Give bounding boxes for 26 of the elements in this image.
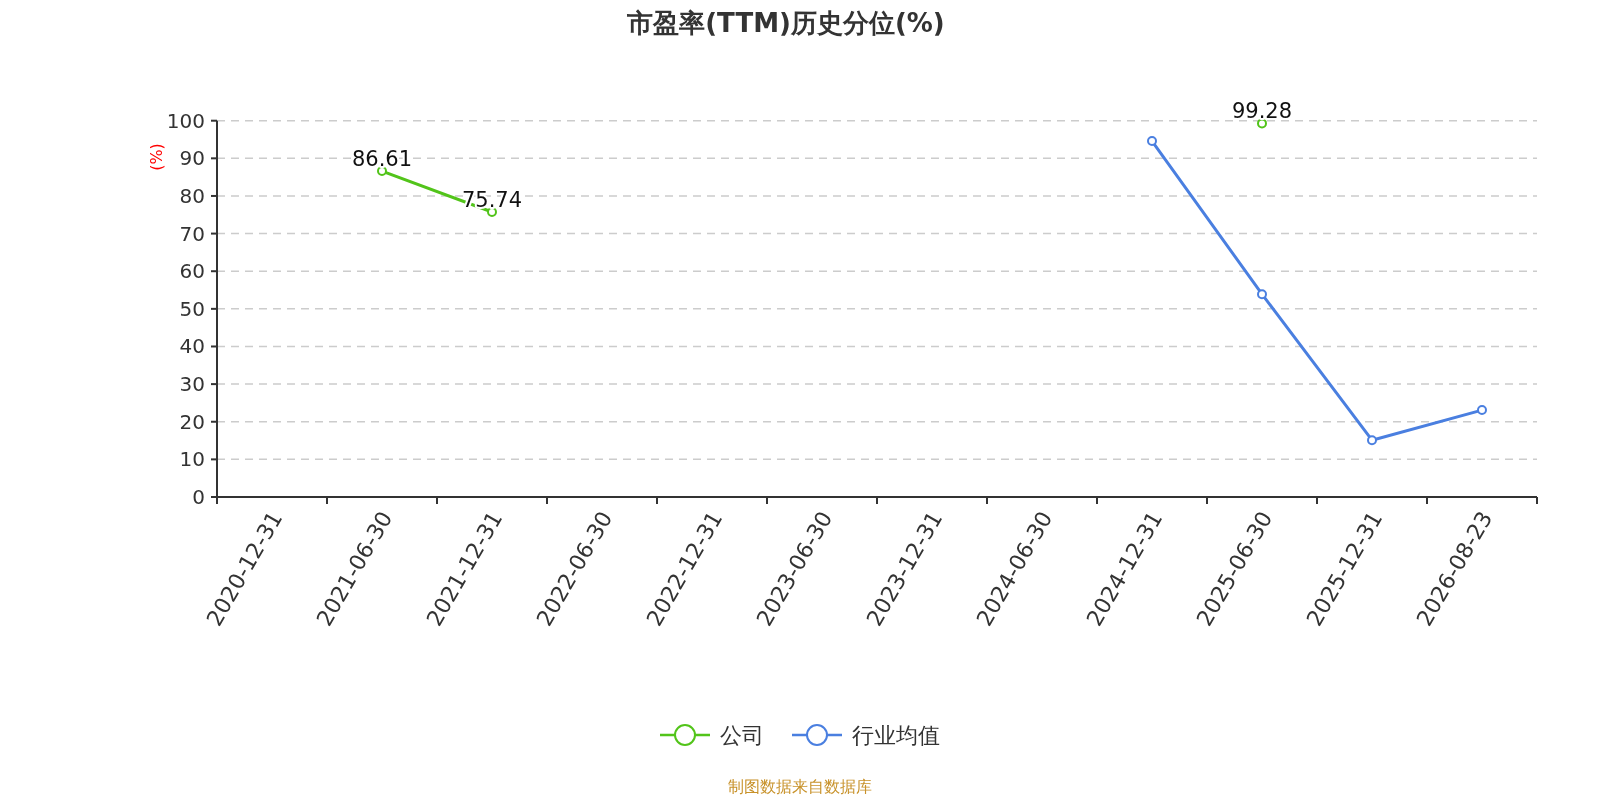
legend-label: 公司 xyxy=(720,722,764,748)
y-axis-title: (%) xyxy=(146,143,166,171)
data-label: 99.28 xyxy=(1231,99,1293,124)
y-tick-label: 90 xyxy=(179,146,205,171)
point xyxy=(377,166,387,177)
y-tick-label: 0 xyxy=(192,485,205,509)
y-tick-label: 10 xyxy=(179,447,205,472)
y-tick-label: 50 xyxy=(179,296,205,321)
data-label: 86.61 xyxy=(351,147,413,172)
point xyxy=(1147,136,1157,147)
title: 市盈率(TTM)历史分位(%) xyxy=(627,8,945,38)
point xyxy=(1477,405,1487,416)
y-tick-label: 20 xyxy=(179,409,205,434)
legend-label: 行业均值 xyxy=(852,722,940,748)
y-tick-label: 40 xyxy=(179,334,205,359)
y-tick-label: 70 xyxy=(179,221,205,246)
y-tick-label: 60 xyxy=(179,259,205,284)
y-tick-label: 100 xyxy=(166,108,205,133)
data-label: 75.74 xyxy=(461,187,523,212)
text: 制图数据来自数据库 xyxy=(728,776,872,796)
point xyxy=(1257,289,1267,300)
y-tick-label: 80 xyxy=(179,183,205,208)
point xyxy=(487,206,497,217)
y-tick-label: 30 xyxy=(179,372,205,397)
point xyxy=(1257,118,1267,129)
point xyxy=(1367,435,1377,446)
